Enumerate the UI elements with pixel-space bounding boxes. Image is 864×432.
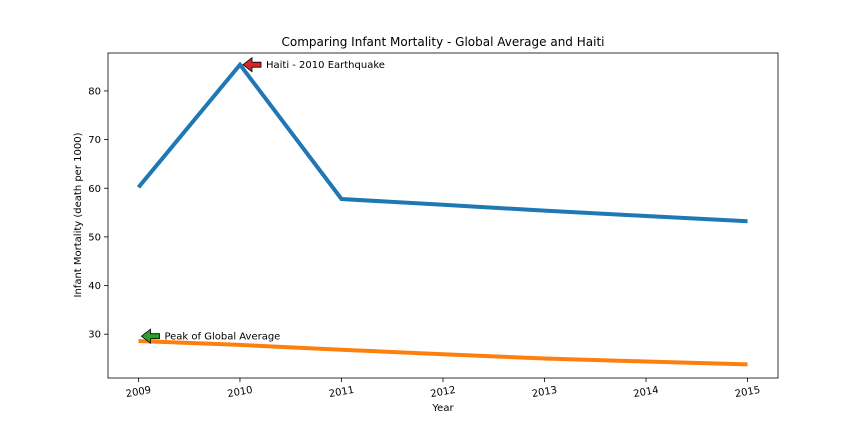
x-tick-label: 2010 — [227, 385, 254, 400]
annotation-arrow-0 — [242, 56, 262, 73]
plot-area: 2009 2010 2011 2012 2013 2014 2015 30 40 50 60 70 80… — [88, 52, 779, 400]
y-tick-label: 40 — [88, 281, 101, 292]
y-axis-title: Infant Mortality (death per 1000) — [73, 132, 84, 297]
series-line-0 — [136, 61, 748, 224]
y-tick-label: 70 — [88, 135, 101, 146]
x-axis-title: Year — [431, 403, 454, 414]
x-tick-label: 2009 — [125, 385, 152, 400]
series-line-1 — [138, 339, 748, 367]
y-tick-label: 60 — [88, 184, 101, 195]
x-tick-label: 2013 — [531, 385, 558, 400]
annotation-arrow-1 — [140, 328, 160, 345]
x-tick-label: 2011 — [328, 385, 355, 400]
x-tick-label: 2014 — [633, 385, 660, 400]
x-tick-label: 2015 — [734, 385, 761, 400]
x-tick-label: 2012 — [430, 385, 457, 400]
y-tick-label: 50 — [88, 232, 101, 243]
annotation-text-0: Haiti - 2010 Earthquake — [266, 60, 385, 71]
y-tick-label: 30 — [88, 330, 101, 341]
y-tick-label: 80 — [88, 86, 101, 97]
chart-title: Comparing Infant Mortality - Global Aver… — [282, 35, 605, 49]
annotation-text-1: Peak of Global Average — [164, 332, 280, 343]
